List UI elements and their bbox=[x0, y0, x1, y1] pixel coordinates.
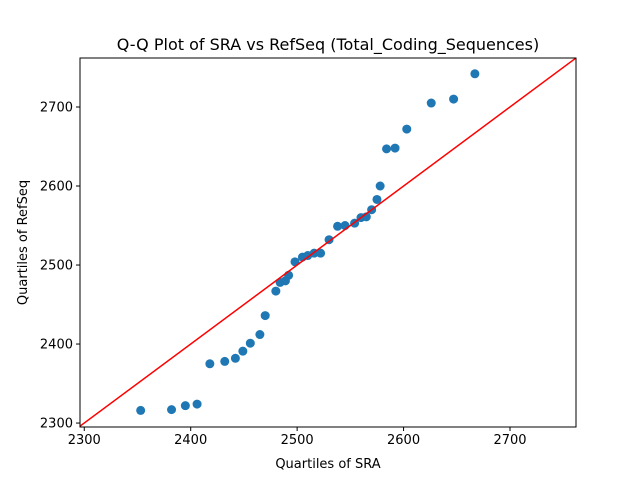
y-tick-label: 2300 bbox=[40, 417, 73, 432]
data-point bbox=[220, 356, 230, 366]
data-points-layer bbox=[136, 69, 480, 415]
data-point bbox=[260, 311, 270, 321]
data-point bbox=[136, 405, 146, 415]
data-point bbox=[167, 405, 177, 415]
x-tick-label: 2700 bbox=[493, 433, 526, 448]
reference-line-layer bbox=[80, 58, 576, 427]
y-tick-label: 2400 bbox=[40, 338, 73, 353]
y-axis-ticks: 2300 2400 2500 2600 2700 bbox=[40, 100, 80, 432]
data-point bbox=[382, 144, 392, 154]
data-point bbox=[316, 248, 326, 258]
y-tick-label: 2600 bbox=[40, 180, 73, 195]
y-axis-label: Quartiles of RefSeq bbox=[16, 180, 31, 305]
data-point bbox=[470, 69, 480, 79]
data-point bbox=[402, 124, 412, 134]
data-point bbox=[372, 194, 382, 204]
x-tick-label: 2400 bbox=[174, 433, 207, 448]
x-axis-label: Quartiles of SRA bbox=[275, 457, 380, 472]
chart-title: Q-Q Plot of SRA vs RefSeq (Total_Coding_… bbox=[117, 35, 539, 55]
y-tick-label: 2500 bbox=[40, 259, 73, 274]
data-point bbox=[333, 221, 343, 231]
data-point bbox=[426, 98, 436, 108]
data-point bbox=[192, 399, 202, 409]
data-point bbox=[324, 235, 334, 245]
data-point bbox=[230, 353, 240, 363]
data-point bbox=[245, 338, 255, 348]
x-axis-ticks: 2300 2400 2500 2600 2700 bbox=[68, 427, 527, 448]
data-point bbox=[449, 94, 459, 104]
data-point bbox=[271, 286, 281, 296]
data-point bbox=[238, 346, 248, 356]
x-tick-label: 2600 bbox=[387, 433, 420, 448]
data-point bbox=[255, 330, 265, 340]
data-point bbox=[180, 401, 190, 411]
x-tick-label: 2500 bbox=[281, 433, 314, 448]
x-tick-label: 2300 bbox=[68, 433, 101, 448]
reference-line bbox=[80, 58, 576, 427]
data-point bbox=[205, 359, 215, 369]
plot-frame bbox=[79, 57, 577, 428]
data-point bbox=[375, 181, 385, 191]
data-point bbox=[390, 143, 400, 153]
y-tick-label: 2700 bbox=[40, 100, 73, 115]
